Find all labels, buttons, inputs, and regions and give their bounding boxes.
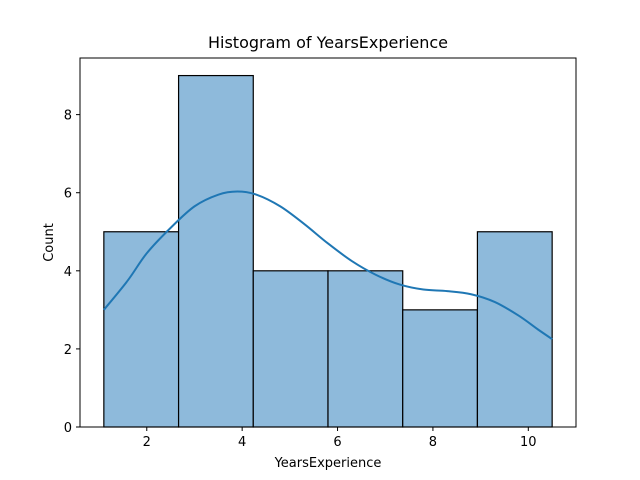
x-tick-label: 4 [238, 435, 246, 450]
x-tick-label: 10 [520, 435, 537, 450]
histogram-bar [103, 231, 180, 428]
plot-frame [79, 57, 577, 428]
x-axis-label: YearsExperience [274, 456, 382, 471]
histogram-bar [177, 74, 254, 428]
bars-group [103, 74, 553, 428]
y-tick-label: 4 [64, 265, 72, 280]
histogram-bar [327, 270, 404, 428]
y-tick-label: 6 [64, 187, 72, 202]
y-tick-label: 0 [64, 421, 72, 436]
x-tick-label: 6 [333, 435, 341, 450]
x-axis-ticks: 2 4 6 8 10 [143, 427, 537, 450]
histogram-bar [402, 309, 479, 428]
chart-title: Histogram of YearsExperience [208, 33, 448, 52]
histogram-bar [252, 270, 329, 428]
x-tick-label: 2 [143, 435, 151, 450]
y-axis-label: Count [42, 223, 57, 262]
y-axis-ticks: 0 2 4 6 8 [64, 109, 80, 436]
y-tick-label: 2 [64, 343, 72, 358]
y-tick-label: 8 [64, 109, 72, 124]
kde-curve [103, 190, 553, 340]
histogram-bar [476, 231, 553, 428]
x-tick-label: 8 [429, 435, 437, 450]
